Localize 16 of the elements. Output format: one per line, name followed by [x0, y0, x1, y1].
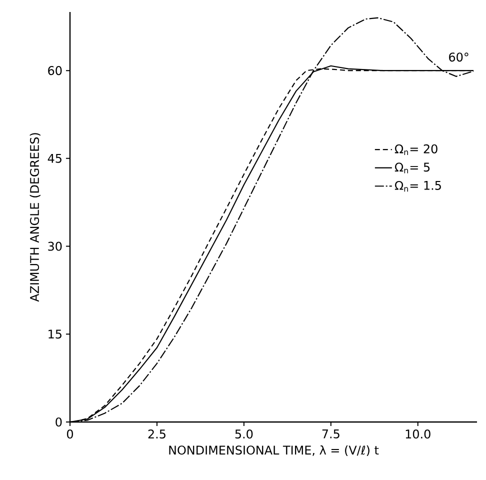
x-tick-label: 7.5: [322, 430, 340, 438]
y-tick-label: 0: [56, 417, 62, 427]
x-axis-title: NONDIMENSIONAL TIME, λ = (V/ℓ) t: [169, 445, 379, 456]
legend-label: Ω$_{n}$= 20: [394, 144, 438, 155]
y-tick-label: 15: [48, 330, 62, 339]
legend-label: Ω$_{n}$= 1.5: [394, 180, 441, 192]
x-tick-label: 10.0: [406, 430, 430, 439]
y-tick-label: 60: [48, 66, 62, 76]
annotation: 60°: [449, 52, 468, 62]
x-tick-label: 5.0: [235, 430, 253, 439]
x-tick-label: 0: [66, 430, 74, 439]
y-axis-title: AZIMUTH ANGLE (DEGREES): [30, 133, 40, 302]
y-tick-label: 30: [48, 242, 62, 251]
legend-label: Ω$_{n}$= 5: [394, 162, 430, 174]
y-tick-label: 45: [48, 154, 62, 163]
x-tick-label: 2.5: [148, 430, 166, 439]
